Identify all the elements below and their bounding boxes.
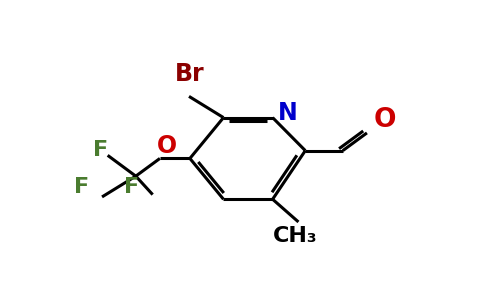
Text: O: O	[374, 107, 396, 133]
Text: F: F	[124, 177, 139, 197]
Text: CH₃: CH₃	[272, 226, 317, 246]
Text: F: F	[93, 140, 108, 160]
Text: F: F	[74, 177, 89, 197]
Text: O: O	[157, 134, 178, 158]
Text: N: N	[277, 101, 297, 125]
Text: Br: Br	[175, 62, 205, 86]
